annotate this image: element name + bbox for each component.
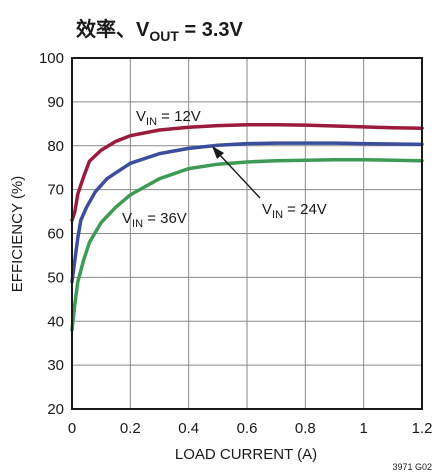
series-label-main: V <box>136 108 146 125</box>
chart-title-tail: = 3.3V <box>179 19 244 41</box>
y-axis-label: EFFICIENCY (%) <box>9 176 26 292</box>
figure-id: 3971 G02 <box>392 462 432 472</box>
series-label-subscript: IN <box>146 116 157 128</box>
x-axis-label: LOAD CURRENT (A) <box>175 446 317 463</box>
y-tick-label: 90 <box>47 94 64 111</box>
x-tick-label: 0.2 <box>120 420 141 437</box>
annotation-arrow-24v <box>217 152 261 199</box>
y-tick-label: 40 <box>47 313 64 330</box>
y-tick-label: 80 <box>47 138 64 155</box>
chart-title-main: 效率、V <box>76 17 150 41</box>
series-label-subscript: IN <box>272 209 283 221</box>
series-line-24v <box>70 141 424 284</box>
annotation-arrowhead-24v <box>212 146 224 159</box>
x-tick-label: 1 <box>359 420 367 437</box>
y-tick-label: 30 <box>47 357 64 374</box>
x-tick-label: 0.4 <box>178 420 199 437</box>
series-line-36v <box>70 158 424 332</box>
series-label-vin-36v: VIN = 36V <box>122 210 187 230</box>
x-tick-label: 0 <box>68 420 76 437</box>
plot-frame <box>71 57 423 410</box>
grid <box>71 57 423 410</box>
x-tick-label: 0.8 <box>295 420 316 437</box>
y-tick-label: 50 <box>47 269 64 286</box>
series-label-main: V <box>122 210 132 227</box>
series-label-tail: = 24V <box>283 201 327 218</box>
series-label-tail: = 36V <box>143 210 187 227</box>
series-label-vin-24v: VIN = 24V <box>262 201 327 221</box>
series-line-12v <box>70 122 424 223</box>
series-label-tail: = 12V <box>157 108 201 125</box>
y-tick-label: 70 <box>47 182 64 199</box>
chart-title: 效率、VOUT = 3.3V <box>76 17 244 44</box>
series-layer <box>70 122 424 332</box>
series-label-main: V <box>262 201 272 218</box>
tick-labels: 0 0.2 0.4 0.6 0.8 1 1.2 20 30 40 50 60 70 80 90 100 <box>39 50 432 437</box>
x-tick-label: 0.6 <box>237 420 258 437</box>
x-tick-label: 1.2 <box>412 420 433 437</box>
y-tick-label: 20 <box>47 401 64 418</box>
y-tick-label: 100 <box>39 50 64 67</box>
series-label-subscript: IN <box>132 218 143 230</box>
series-label-vin-12v: VIN = 12V <box>136 108 201 128</box>
annotations: VIN = 12V VIN = 24V VIN = 36V <box>122 108 327 230</box>
y-tick-label: 60 <box>47 226 64 243</box>
chart-title-subscript: OUT <box>149 28 179 44</box>
